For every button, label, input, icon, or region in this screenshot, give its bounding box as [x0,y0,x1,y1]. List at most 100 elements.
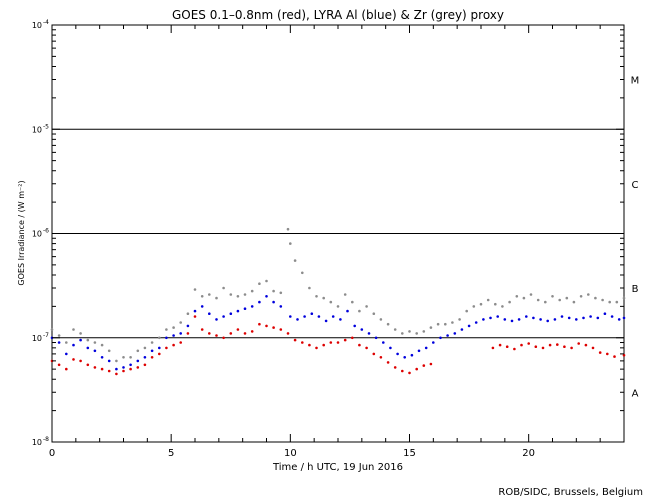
series-point [72,343,75,347]
y-tick-exponent: -8 [43,436,49,443]
series-point [143,356,147,359]
series-point [622,316,626,320]
series-point [465,309,469,313]
series-point [315,346,318,350]
series-point [200,295,204,298]
series-point [622,353,626,357]
series-point [158,346,161,350]
series-point [505,345,509,349]
series-point [565,296,569,300]
series-point [150,349,154,353]
series-point [479,302,483,306]
series-point [486,298,490,302]
series-point [587,293,590,296]
series-point [558,298,561,302]
series-point [100,367,104,371]
series-point [410,353,414,357]
series-point [556,343,559,346]
series-point [529,293,533,296]
series-point [501,305,504,308]
series-point [179,332,182,335]
series-point [353,324,357,328]
series-point [532,316,535,320]
series-point [393,328,397,331]
series-point [534,345,538,349]
series-point [136,359,140,363]
series-point [79,332,82,335]
series-point [272,300,275,304]
series-point [539,318,542,321]
series-point [286,227,290,231]
series-point [491,346,495,350]
series-point [551,295,554,298]
series-1 [50,295,626,371]
series-point [582,316,585,320]
series-point [393,366,397,369]
series-point [279,305,283,308]
series-point [143,363,147,367]
series-point [293,259,297,262]
series-point [343,293,347,296]
series-point [541,346,545,350]
series-point [510,319,514,323]
series-point [250,305,254,308]
series-point [289,242,292,245]
series-point [236,309,240,313]
class-label-c: C [632,180,639,191]
series-point [193,309,197,313]
x-tick-label: 10 [284,448,297,459]
series-layer [50,227,626,376]
series-point [553,318,557,321]
series-point [236,328,240,331]
series-point [548,343,552,347]
series-point [100,343,104,347]
series-point [606,352,609,356]
series-point [429,362,433,366]
series-point [229,332,233,335]
series-point [186,312,190,316]
series-0 [50,227,626,363]
series-point [243,332,247,335]
series-point [229,312,233,316]
series-point [100,356,104,359]
series-point [165,346,168,350]
series-point [517,318,521,321]
series-point [358,309,361,313]
series-point [86,346,90,350]
series-point [446,334,449,337]
series-point [150,341,154,344]
series-point [107,359,111,363]
x-tick-label: 0 [49,448,55,459]
series-point [250,289,254,293]
series-point [365,346,368,350]
series-point [527,342,530,345]
series-point [360,328,364,331]
series-point [115,367,118,371]
series-point [386,322,390,326]
series-point [222,336,225,340]
series-point [243,293,247,296]
series-point [208,312,211,316]
series-point [229,293,233,296]
series-point [208,293,211,296]
series-point [351,300,354,304]
series-point [329,341,333,344]
series-point [50,328,54,331]
x-tick-label: 5 [168,448,174,459]
series-point [498,343,502,347]
series-point [603,312,607,316]
series-point [215,334,218,337]
series-point [172,334,175,337]
series-point [265,324,268,328]
series-point [489,316,492,320]
series-point [79,338,82,342]
y-tick-exponent: -6 [43,228,49,235]
series-point [179,341,182,344]
series-point [186,332,190,335]
series-point [374,336,378,340]
class-label-b: B [632,284,639,295]
series-point [346,309,349,313]
series-point [508,300,511,304]
series-point [315,295,318,298]
